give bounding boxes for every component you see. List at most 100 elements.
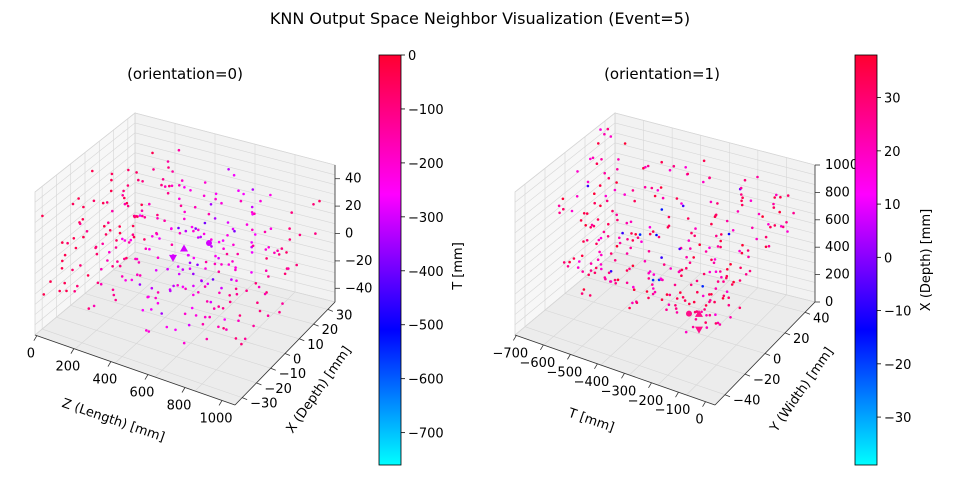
x-tick-label: −300 xyxy=(601,384,637,399)
scatter-point xyxy=(710,258,713,262)
scatter-point xyxy=(252,324,255,328)
y-tick-label: −30 xyxy=(250,397,277,412)
scatter-point xyxy=(87,307,91,310)
scatter-point xyxy=(225,252,229,256)
x-tick xyxy=(648,382,652,388)
scatter-point xyxy=(82,235,85,239)
scatter-point xyxy=(211,278,215,281)
left-colorbar-label: T [mm] xyxy=(451,242,466,291)
scatter-point xyxy=(231,227,235,231)
scatter-point xyxy=(660,208,664,211)
scatter-point xyxy=(126,184,130,187)
scatter-point xyxy=(738,279,742,282)
scatter-point xyxy=(722,294,726,298)
scatter-point xyxy=(651,283,654,286)
scatter-point xyxy=(240,342,243,346)
scatter-point xyxy=(214,197,217,201)
scatter-point xyxy=(606,127,610,131)
scatter-point xyxy=(720,233,723,236)
scatter-point xyxy=(166,267,169,271)
scatter-point xyxy=(702,180,705,184)
scatter-point xyxy=(621,231,624,235)
scatter-point xyxy=(708,176,711,180)
scatter-point xyxy=(186,253,190,257)
scatter-point xyxy=(582,288,586,291)
scatter-point xyxy=(632,288,636,292)
scatter-point xyxy=(210,245,213,248)
scatter-point xyxy=(786,230,789,233)
scatter-point xyxy=(156,213,159,217)
scatter-point xyxy=(235,292,239,296)
scatter-point xyxy=(288,238,292,241)
x-tick xyxy=(567,354,571,360)
scatter-point xyxy=(655,233,658,237)
scatter-point xyxy=(599,263,603,266)
scatter-point xyxy=(236,252,239,256)
colorbar-tick-label: 10 xyxy=(884,198,901,213)
scatter-point xyxy=(177,148,181,152)
scatter-point xyxy=(613,188,617,192)
scatter-point xyxy=(561,197,565,201)
scatter-point xyxy=(194,314,198,317)
scatter-point xyxy=(238,314,242,317)
x-tick-label: 0 xyxy=(27,347,35,362)
scatter-point xyxy=(714,270,718,274)
scatter-point xyxy=(203,221,207,225)
colorbar-tick-label: −200 xyxy=(408,157,444,172)
scatter-point xyxy=(118,225,121,228)
scatter-point xyxy=(222,247,225,250)
scatter-point xyxy=(156,256,160,260)
scatter-point xyxy=(714,313,717,317)
x-tick xyxy=(70,348,75,354)
scatter-point xyxy=(81,218,85,221)
y-tick-label: 0 xyxy=(293,353,301,368)
scatter-point xyxy=(192,272,195,276)
scatter-point xyxy=(180,179,184,182)
scatter-point xyxy=(273,251,276,255)
scatter-point xyxy=(662,263,666,266)
scatter-point xyxy=(606,235,610,238)
scatter-point xyxy=(580,254,584,258)
y-tick xyxy=(764,353,771,356)
left-colorbar-ticks: 0 −100 −200 −300 −400 −500 −600 −700 xyxy=(401,49,444,442)
scatter-point xyxy=(131,224,135,228)
z-tick-label: −20 xyxy=(345,254,372,269)
scatter-point xyxy=(114,246,118,249)
colorbar-tick-label: −300 xyxy=(408,211,444,226)
gridline xyxy=(584,276,786,334)
scatter-point xyxy=(183,312,187,316)
scatter-point xyxy=(674,307,678,310)
scatter-point xyxy=(729,316,732,319)
scatter-point xyxy=(192,229,195,233)
scatter-point xyxy=(611,209,614,213)
scatter-point xyxy=(114,298,117,302)
scatter-point xyxy=(267,275,270,278)
x-tick-label: 200 xyxy=(55,360,80,375)
gridline xyxy=(604,260,806,313)
scatter-point xyxy=(278,310,281,314)
scatter-point xyxy=(197,228,200,232)
scatter-point xyxy=(652,287,655,290)
scatter-point xyxy=(277,253,281,256)
scatter-point xyxy=(593,192,596,195)
scatter-point xyxy=(138,283,142,286)
scatter-point xyxy=(647,296,650,300)
scatter-point xyxy=(778,210,781,214)
scatter-point xyxy=(184,229,188,233)
scatter-point xyxy=(156,301,160,305)
scatter-point xyxy=(202,194,206,198)
scatter-point xyxy=(79,264,82,267)
right-x-axis-label: T [mm] xyxy=(565,406,616,436)
scatter-point xyxy=(598,250,601,254)
scatter-point xyxy=(104,233,108,236)
scatter-point xyxy=(101,201,105,205)
scatter-point xyxy=(596,258,600,262)
scatter-point xyxy=(659,277,663,281)
scatter-point xyxy=(680,268,684,272)
scatter-point xyxy=(597,142,600,145)
scatter-point xyxy=(213,217,217,220)
scatter-point xyxy=(276,249,279,252)
scatter-point xyxy=(205,337,209,341)
scatter-point xyxy=(582,240,585,243)
scatter-point xyxy=(137,178,140,182)
